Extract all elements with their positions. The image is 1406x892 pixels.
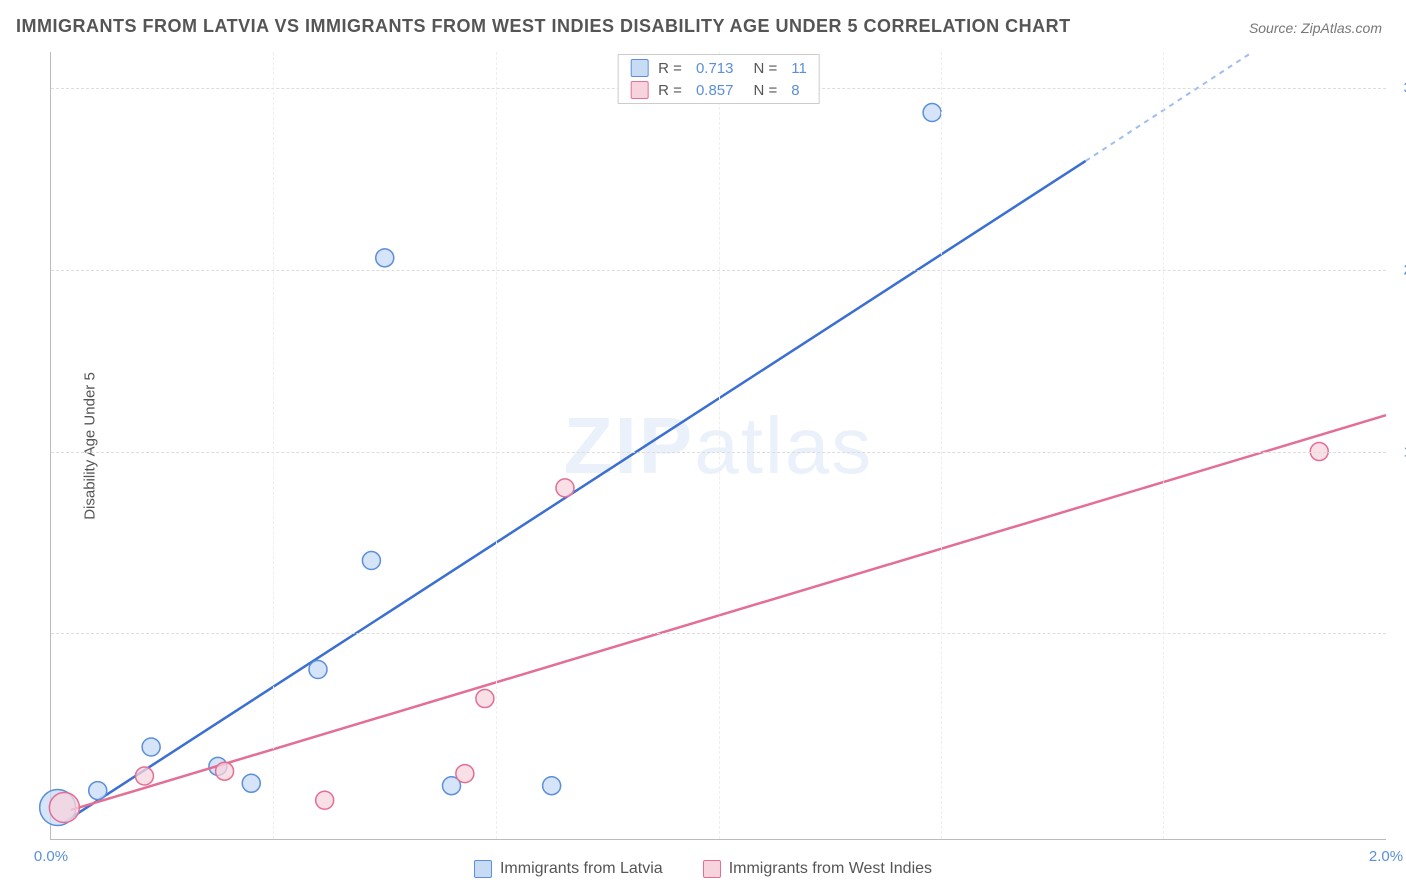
legend-swatch [474,860,492,878]
data-point [89,782,107,800]
legend-n-label: N = [753,60,777,77]
data-point [216,762,234,780]
legend-item: Immigrants from West Indies [703,860,932,878]
x-tick-label: 0.0% [34,848,68,865]
legend-swatch [630,81,648,99]
chart-title: IMMIGRANTS FROM LATVIA VS IMMIGRANTS FRO… [16,16,1071,37]
x-tick-label: 2.0% [1369,848,1403,865]
legend-r-value: 0.857 [696,82,734,99]
legend-series-label: Immigrants from West Indies [729,860,932,878]
data-point [456,765,474,783]
grid-line-v [1163,52,1164,839]
trend-line-dashed [1086,52,1253,161]
data-point [476,690,494,708]
y-tick-label: 7.5% [1391,625,1406,642]
legend-statistics: R = 0.713 N = 11 R = 0.857 N = 8 [617,54,820,104]
legend-r-label: R = [658,82,682,99]
data-point [376,249,394,267]
legend-item: Immigrants from Latvia [474,860,663,878]
data-point [142,738,160,756]
legend-swatch [703,860,721,878]
legend-swatch [630,59,648,77]
legend-n-value: 11 [791,60,807,77]
y-tick-label: 22.5% [1391,261,1406,278]
grid-line-v [273,52,274,839]
data-point [309,660,327,678]
data-point [316,791,334,809]
source-caption: Source: ZipAtlas.com [1249,20,1382,36]
data-point [135,767,153,785]
grid-line-v [496,52,497,839]
legend-stat-row: R = 0.713 N = 11 [618,57,819,79]
data-point [556,479,574,497]
data-point [242,774,260,792]
y-tick-label: 15.0% [1391,443,1406,460]
legend-r-value: 0.713 [696,60,734,77]
data-point [362,552,380,570]
data-point [543,777,561,795]
legend-series: Immigrants from Latvia Immigrants from We… [474,860,932,878]
legend-r-label: R = [658,60,682,77]
data-point [49,793,79,823]
grid-line-v [941,52,942,839]
trend-line [71,415,1386,810]
legend-n-value: 8 [791,82,799,99]
legend-n-label: N = [753,82,777,99]
legend-stat-row: R = 0.857 N = 8 [618,79,819,101]
data-point [923,104,941,122]
plot-area: ZIPatlas R =0.713N =11R =0.857N =8 7.5%1… [50,52,1386,840]
legend-series-label: Immigrants from Latvia [500,860,663,878]
y-tick-label: 30.0% [1391,80,1406,97]
trend-line [64,161,1085,822]
grid-line-v [719,52,720,839]
